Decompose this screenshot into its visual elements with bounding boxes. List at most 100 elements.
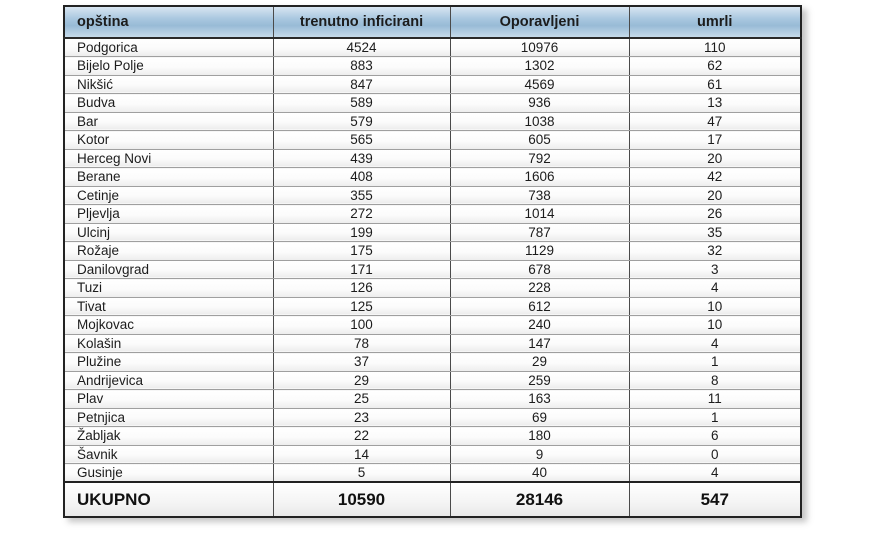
recovered-cell: 240 [449, 315, 629, 335]
currently-infected-cell: 14 [272, 445, 450, 464]
table-footer: UKUPNO 10590 28146 547 [64, 481, 801, 517]
table-row: Kolašin 78 147 4 [64, 334, 801, 353]
total-currently-infected: 10590 [272, 481, 450, 517]
column-header-oporavljeni: Oporavljeni [449, 6, 629, 39]
table-row: Tivat 125 612 10 [64, 297, 801, 316]
deaths-cell: 47 [628, 112, 801, 131]
currently-infected-cell: 589 [272, 93, 450, 113]
currently-infected-cell: 37 [272, 352, 450, 372]
deaths-cell: 13 [628, 93, 801, 113]
column-header-trenutno-inficirani: trenutno inficirani [272, 6, 450, 39]
currently-infected-cell: 22 [272, 426, 450, 446]
recovered-cell: 163 [449, 389, 629, 409]
currently-infected-cell: 5 [272, 463, 450, 483]
deaths-cell: 10 [628, 315, 801, 335]
municipality-cell: Plužine [64, 352, 273, 372]
currently-infected-cell: 847 [272, 75, 450, 94]
table-row: Podgorica 4524 10976 110 [64, 38, 801, 57]
recovered-cell: 1129 [449, 241, 629, 261]
currently-infected-cell: 29 [272, 371, 450, 390]
table-row: Plužine 37 29 1 [64, 352, 801, 372]
municipality-cell: Danilovgrad [64, 260, 273, 279]
deaths-cell: 3 [628, 260, 801, 279]
currently-infected-cell: 171 [272, 260, 450, 279]
recovered-cell: 9 [449, 445, 629, 464]
deaths-cell: 110 [628, 38, 801, 57]
table-row: Kotor 565 605 17 [64, 130, 801, 150]
table-row: Pljevlja 272 1014 26 [64, 204, 801, 224]
table-row: Mojkovac 100 240 10 [64, 315, 801, 335]
table-row: Rožaje 175 1129 32 [64, 241, 801, 261]
deaths-cell: 4 [628, 463, 801, 483]
municipality-cell: Kolašin [64, 334, 273, 353]
currently-infected-cell: 408 [272, 167, 450, 187]
table-row: Bar 579 1038 47 [64, 112, 801, 131]
table-row: Budva 589 936 13 [64, 93, 801, 113]
recovered-cell: 605 [449, 130, 629, 150]
table-row: Bijelo Polje 883 1302 62 [64, 56, 801, 76]
recovered-cell: 787 [449, 223, 629, 242]
currently-infected-cell: 579 [272, 112, 450, 131]
municipality-cell: Plav [64, 389, 273, 409]
recovered-cell: 612 [449, 297, 629, 316]
currently-infected-cell: 100 [272, 315, 450, 335]
recovered-cell: 10976 [449, 38, 629, 57]
table-row: Danilovgrad 171 678 3 [64, 260, 801, 279]
currently-infected-cell: 4524 [272, 38, 450, 57]
deaths-cell: 17 [628, 130, 801, 150]
municipality-cell: Žabljak [64, 426, 273, 446]
municipality-cell: Berane [64, 167, 273, 187]
recovered-cell: 29 [449, 352, 629, 372]
recovered-cell: 1038 [449, 112, 629, 131]
deaths-cell: 26 [628, 204, 801, 224]
table-body: Podgorica 4524 10976 110 Bijelo Polje 883 1302… [64, 38, 801, 483]
recovered-cell: 147 [449, 334, 629, 353]
deaths-cell: 4 [628, 278, 801, 298]
municipality-cell: Petnjica [64, 408, 273, 427]
municipality-cell: Gusinje [64, 463, 273, 483]
recovered-cell: 678 [449, 260, 629, 279]
municipality-cell: Kotor [64, 130, 273, 150]
municipality-cell: Tivat [64, 297, 273, 316]
municipality-cell: Herceg Novi [64, 149, 273, 168]
total-recovered: 28146 [449, 481, 629, 517]
municipality-cell: Nikšić [64, 75, 273, 94]
column-header-opstina: opština [64, 6, 273, 39]
recovered-cell: 228 [449, 278, 629, 298]
table-row: Herceg Novi 439 792 20 [64, 149, 801, 168]
currently-infected-cell: 23 [272, 408, 450, 427]
recovered-cell: 4569 [449, 75, 629, 94]
recovered-cell: 792 [449, 149, 629, 168]
currently-infected-cell: 439 [272, 149, 450, 168]
currently-infected-cell: 175 [272, 241, 450, 261]
currently-infected-cell: 199 [272, 223, 450, 242]
table-row: Gusinje 5 40 4 [64, 463, 801, 483]
deaths-cell: 11 [628, 389, 801, 409]
table-row: Žabljak 22 180 6 [64, 426, 801, 446]
municipality-cell: Šavnik [64, 445, 273, 464]
municipality-cell: Cetinje [64, 186, 273, 205]
recovered-cell: 259 [449, 371, 629, 390]
recovered-cell: 1014 [449, 204, 629, 224]
recovered-cell: 69 [449, 408, 629, 427]
covid-municipality-table: opština trenutno inficirani Oporavljeni … [63, 5, 802, 518]
deaths-cell: 10 [628, 297, 801, 316]
currently-infected-cell: 125 [272, 297, 450, 316]
municipality-cell: Mojkovac [64, 315, 273, 335]
municipality-cell: Podgorica [64, 38, 273, 57]
currently-infected-cell: 78 [272, 334, 450, 353]
municipality-cell: Bar [64, 112, 273, 131]
deaths-cell: 0 [628, 445, 801, 464]
header-row: opština trenutno inficirani Oporavljeni … [64, 6, 801, 39]
deaths-cell: 6 [628, 426, 801, 446]
table-row: Tuzi 126 228 4 [64, 278, 801, 298]
currently-infected-cell: 883 [272, 56, 450, 76]
table-row: Šavnik 14 9 0 [64, 445, 801, 464]
table-row: Berane 408 1606 42 [64, 167, 801, 187]
currently-infected-cell: 272 [272, 204, 450, 224]
column-header-umrli: umrli [628, 6, 801, 39]
municipality-cell: Andrijevica [64, 371, 273, 390]
deaths-cell: 4 [628, 334, 801, 353]
municipality-cell: Bijelo Polje [64, 56, 273, 76]
